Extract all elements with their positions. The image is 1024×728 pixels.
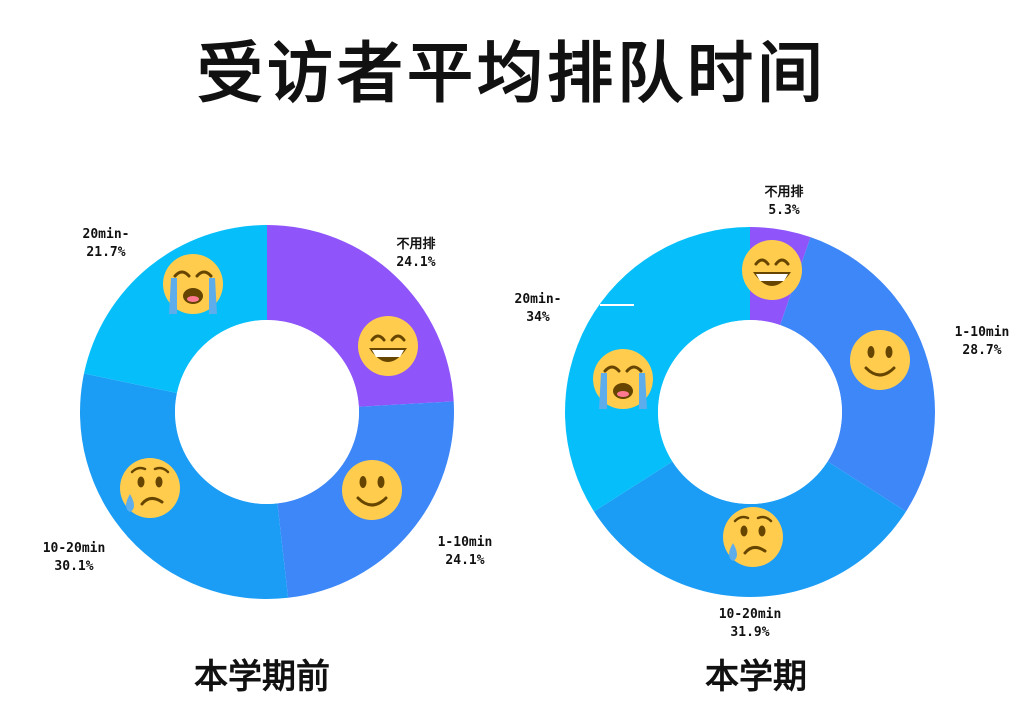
slice-20min (565, 227, 750, 512)
slice-value-label: 21.7% (86, 245, 125, 260)
donut-hole (658, 320, 842, 504)
slice-category-label: 不用排 (396, 236, 435, 252)
page-title: 受访者平均排队时间 (197, 35, 827, 112)
slice-category-label: 20min- (83, 227, 130, 242)
smiling-face-icon (342, 460, 402, 520)
slice-value-label: 24.1% (445, 553, 484, 568)
sad-tear-face-icon (723, 507, 783, 567)
slice-value-label: 31.9% (730, 625, 769, 640)
donut-hole (175, 320, 359, 504)
slice-value-label: 5.3% (768, 203, 799, 218)
slice-category-label: 10-20min (719, 607, 782, 622)
donut-chart-1: 不用排 24.1% 1-10min 24.1% 10-20min 30.1% 20min- 2… (43, 225, 493, 697)
slice-category-label: 10-20min (43, 541, 106, 556)
slice-category-label: 1-10min (438, 535, 493, 550)
slice-value-label: 30.1% (54, 559, 93, 574)
sad-tear-face-icon (120, 458, 180, 518)
loudly-crying-face-icon (163, 254, 223, 314)
grinning-face-icon (742, 240, 802, 300)
donut-chart-2: 不用排 5.3% 1-10min 28.7% 10-20min 31.9% 20min- 34… (515, 184, 1010, 697)
loudly-crying-face-icon (593, 349, 653, 409)
slice-value-label: 34% (526, 310, 550, 325)
smiling-face-icon (850, 330, 910, 390)
slice-category-label: 20min- (515, 292, 562, 307)
grinning-face-icon (358, 316, 418, 376)
slice-value-label: 28.7% (962, 343, 1001, 358)
slice-category-label: 不用排 (764, 184, 803, 200)
chart-caption: 本学期 (705, 657, 807, 697)
slice-value-label: 24.1% (396, 255, 435, 270)
slice-category-label: 1-10min (955, 325, 1010, 340)
chart-caption: 本学期前 (194, 657, 330, 697)
slice-10-20min (79, 373, 289, 599)
